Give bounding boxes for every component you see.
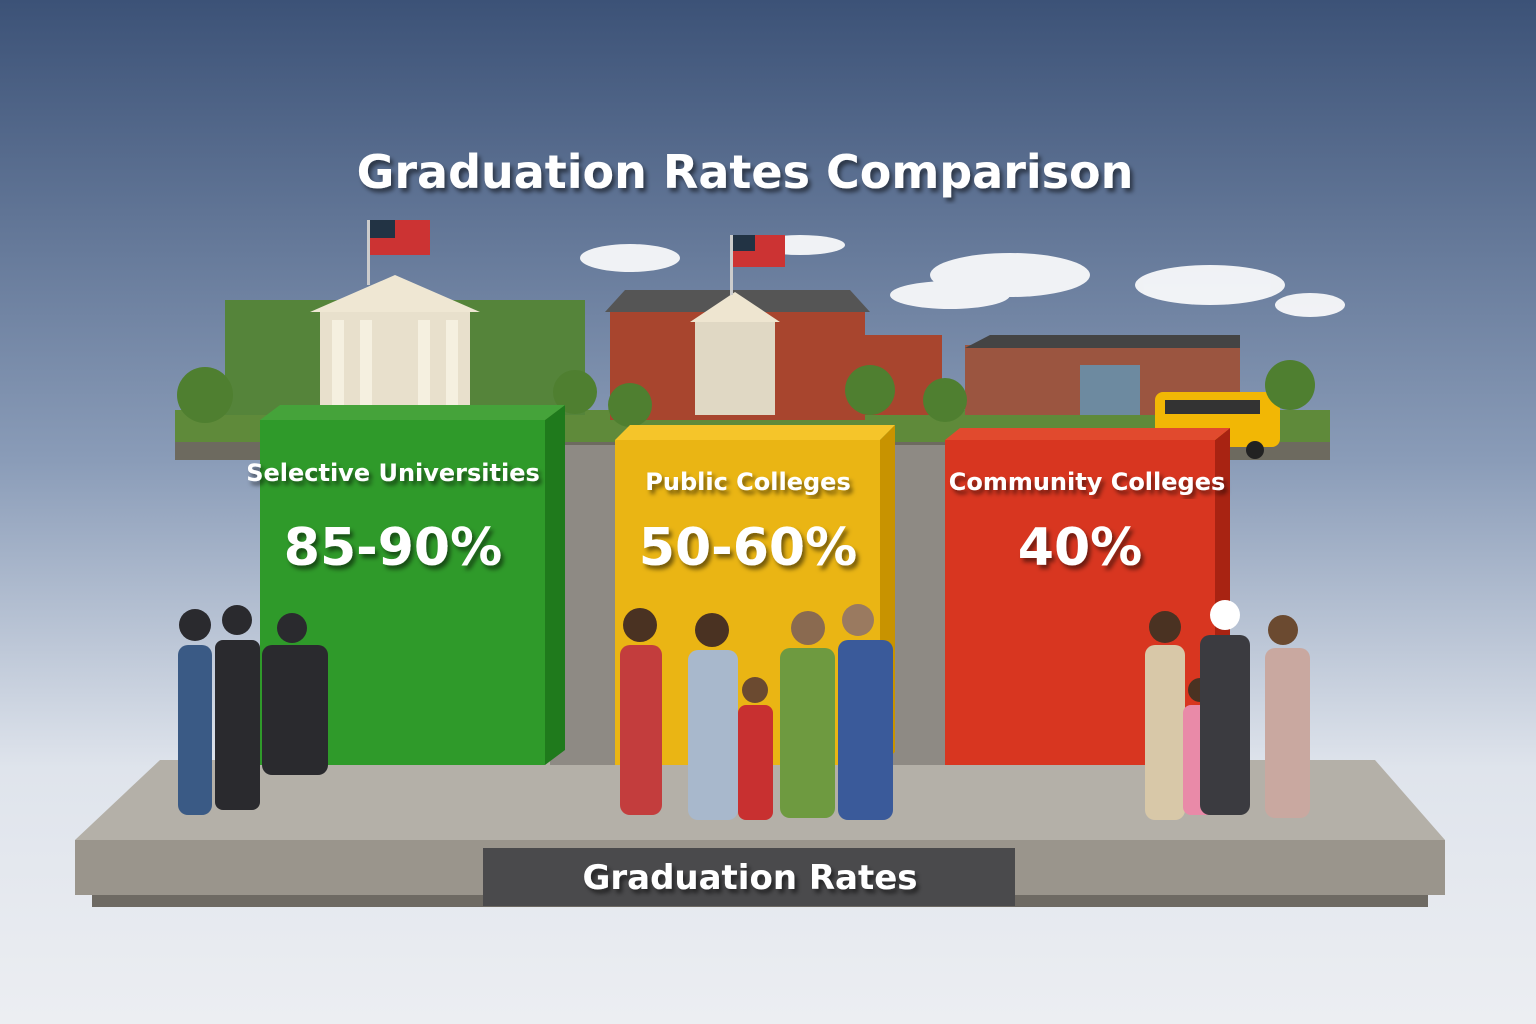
block-label: Community Colleges bbox=[949, 468, 1226, 496]
people bbox=[178, 600, 1310, 820]
block-label: Selective Universities bbox=[246, 459, 540, 487]
base-plate bbox=[483, 848, 1015, 906]
block-value: 50-60% bbox=[639, 518, 857, 578]
title: Graduation Rates Comparison bbox=[357, 145, 1134, 199]
block-label: Public Colleges bbox=[645, 468, 850, 496]
block-value: 85-90% bbox=[284, 518, 502, 578]
block-value: 40% bbox=[1018, 518, 1142, 578]
base-label: Graduation Rates bbox=[582, 858, 917, 898]
